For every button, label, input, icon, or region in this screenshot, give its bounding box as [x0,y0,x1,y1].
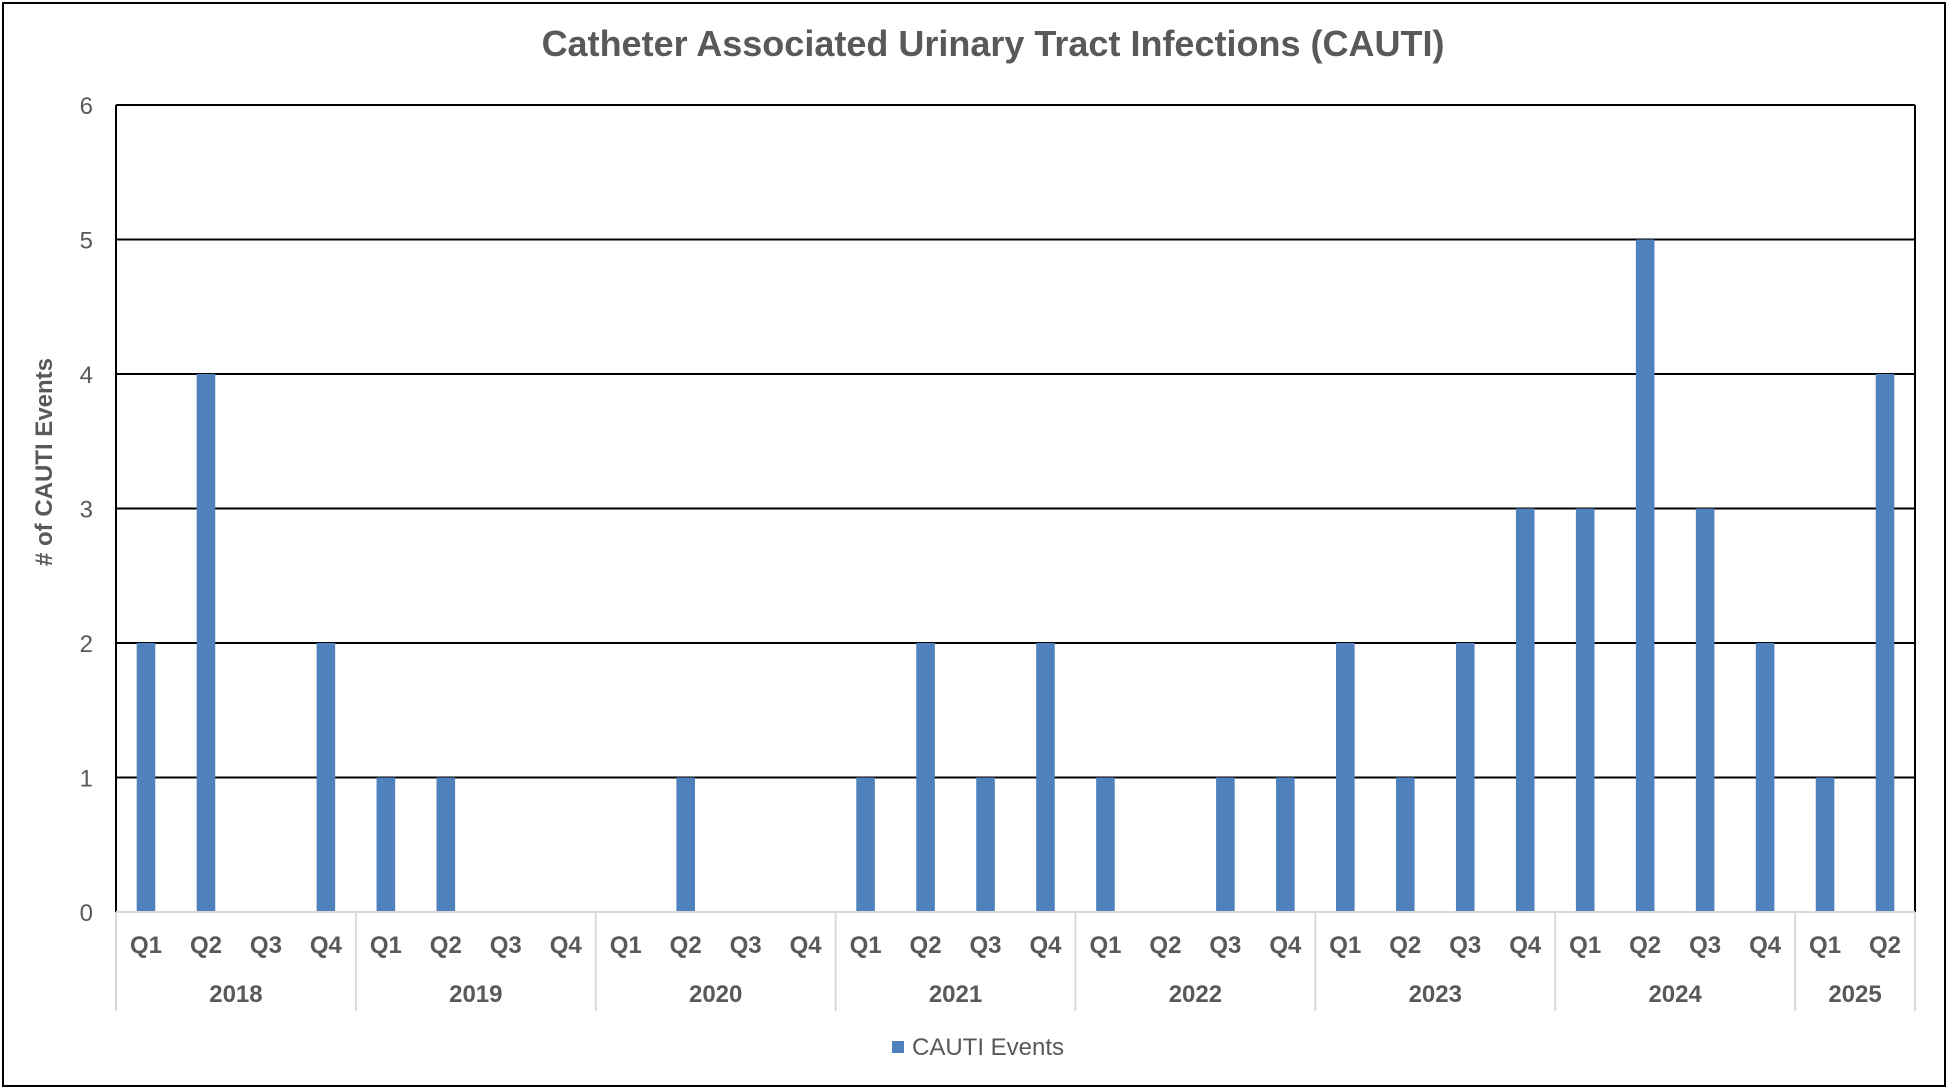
quarter-label: Q4 [1269,932,1302,959]
bar-2024-Q3 [1695,508,1715,912]
quarter-label: Q1 [370,932,402,959]
quarter-label: Q1 [130,932,162,959]
year-label: 2022 [1169,981,1222,1008]
y-tick-label: 3 [80,497,93,524]
bar-2023-Q3 [1455,643,1475,912]
quarter-label: Q3 [490,932,522,959]
year-label: 2020 [689,981,742,1008]
legend-swatch [892,1041,904,1053]
quarter-label: Q1 [610,932,642,959]
y-tick-label: 6 [80,93,93,120]
x-axis: Q1 Q2 Q3 Q4 Q1 Q2 Q3 Q4 Q1 Q2 Q3 Q4 Q1 Q2 Q3 Q4 Q1 Q2 Q3 Q4… [115,911,1916,1011]
quarter-label: Q2 [1869,932,1901,959]
bar-2019-Q2 [436,777,456,912]
bar-2021-Q1 [856,777,875,912]
bar-2018-Q4 [316,643,336,912]
quarter-label: Q3 [1689,932,1721,959]
chart-title: Catheter Associated Urinary Tract Infect… [542,23,1445,64]
bar-2022-Q4 [1276,777,1295,912]
quarter-label: Q2 [670,932,702,959]
gridlines [115,104,1916,912]
legend: CAUTI Events [892,1034,1064,1061]
bar-2024-Q4 [1755,643,1775,912]
bar-2022-Q1 [1096,777,1115,912]
bar-2019-Q1 [376,777,396,912]
legend-label: CAUTI Events [912,1034,1064,1061]
quarter-label: Q1 [1329,932,1361,959]
bar-2021-Q3 [976,777,995,912]
quarter-label: Q1 [1809,932,1841,959]
y-tick-label: 0 [80,900,93,927]
quarter-label: Q3 [1209,932,1241,959]
quarter-label: Q4 [1029,932,1062,959]
quarter-label: Q3 [730,932,762,959]
bar-2018-Q2 [196,374,216,912]
quarter-label: Q4 [310,932,343,959]
bar-2023-Q1 [1336,643,1355,912]
y-axis-ticks: 0 1 2 3 4 5 6 [80,93,93,927]
quarter-label: Q3 [250,932,282,959]
year-label: 2019 [449,981,502,1008]
bar-2021-Q2 [916,643,935,912]
bar-2025-Q2 [1875,374,1895,912]
year-label: 2023 [1409,981,1462,1008]
quarter-label: Q2 [1149,932,1181,959]
y-axis-label: # of CAUTI Events [31,358,58,566]
quarter-label: Q4 [1509,932,1542,959]
year-label: 2021 [929,981,982,1008]
quarter-label: Q4 [1749,932,1782,959]
bar-2024-Q2 [1635,239,1655,912]
quarter-label: Q2 [1629,932,1661,959]
year-label: 2018 [209,981,262,1008]
bar-2024-Q1 [1575,508,1595,912]
bar-2021-Q4 [1036,643,1055,912]
bar-2022-Q3 [1216,777,1235,912]
y-tick-label: 1 [80,766,93,793]
quarter-label: Q2 [430,932,462,959]
y-tick-label: 2 [80,631,93,658]
quarter-label: Q1 [1569,932,1601,959]
bar-2020-Q2 [676,777,695,912]
bar-2023-Q4 [1515,508,1535,912]
y-tick-label: 4 [80,362,93,389]
bar-2018-Q1 [136,643,156,912]
quarter-label: Q3 [1449,932,1481,959]
quarter-label: Q2 [190,932,222,959]
y-tick-label: 5 [80,228,93,255]
quarter-label: Q1 [1089,932,1121,959]
year-label: 2025 [1828,981,1881,1008]
bars [136,239,1895,912]
quarter-label: Q3 [970,932,1002,959]
year-label: 2024 [1648,981,1702,1008]
bar-2025-Q1 [1815,777,1835,912]
quarter-label: Q2 [1389,932,1421,959]
quarter-label: Q4 [550,932,583,959]
bar-2023-Q2 [1395,777,1415,912]
quarter-label: Q4 [790,932,823,959]
quarter-label: Q1 [850,932,882,959]
quarter-label: Q2 [910,932,942,959]
